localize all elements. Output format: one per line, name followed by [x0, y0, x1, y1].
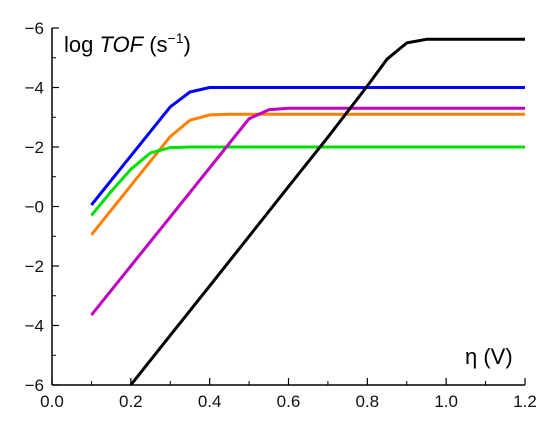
x-tick-label: 0.2 [119, 392, 143, 411]
series-lines [90, 37, 525, 386]
series-line-1 [90, 86, 525, 206]
x-tick-label: 0.6 [277, 392, 301, 411]
x-tick-label: 1.2 [513, 392, 537, 411]
y-axis-title: log TOF (s−1) [64, 30, 191, 57]
tick-labels: 0.0 0.2 0.4 0.6 0.8 1.0 1.2 −6 −4 −2 −0 −2 −4 −6 [25, 19, 537, 411]
x-tick-label: 0.4 [198, 392, 222, 411]
y-tick-label: −0 [25, 198, 44, 217]
series-line-3 [90, 145, 525, 217]
x-tick-label: 0.0 [40, 392, 64, 411]
y-tick-label: −6 [25, 376, 44, 395]
y-tick-label: −2 [25, 257, 44, 276]
y-tick-label: −6 [25, 19, 44, 38]
series-line-5 [129, 37, 525, 386]
x-tick-label: 1.0 [434, 392, 458, 411]
y-tick-label: −4 [25, 79, 44, 98]
x-tick-label: 0.8 [356, 392, 380, 411]
y-tick-label: −4 [25, 317, 44, 336]
series-line-4 [90, 106, 525, 317]
y-tick-label: −2 [25, 138, 44, 157]
x-axis-title: η (V) [465, 344, 513, 369]
series-line-2 [90, 112, 525, 236]
axis-ticks [51, 27, 526, 386]
